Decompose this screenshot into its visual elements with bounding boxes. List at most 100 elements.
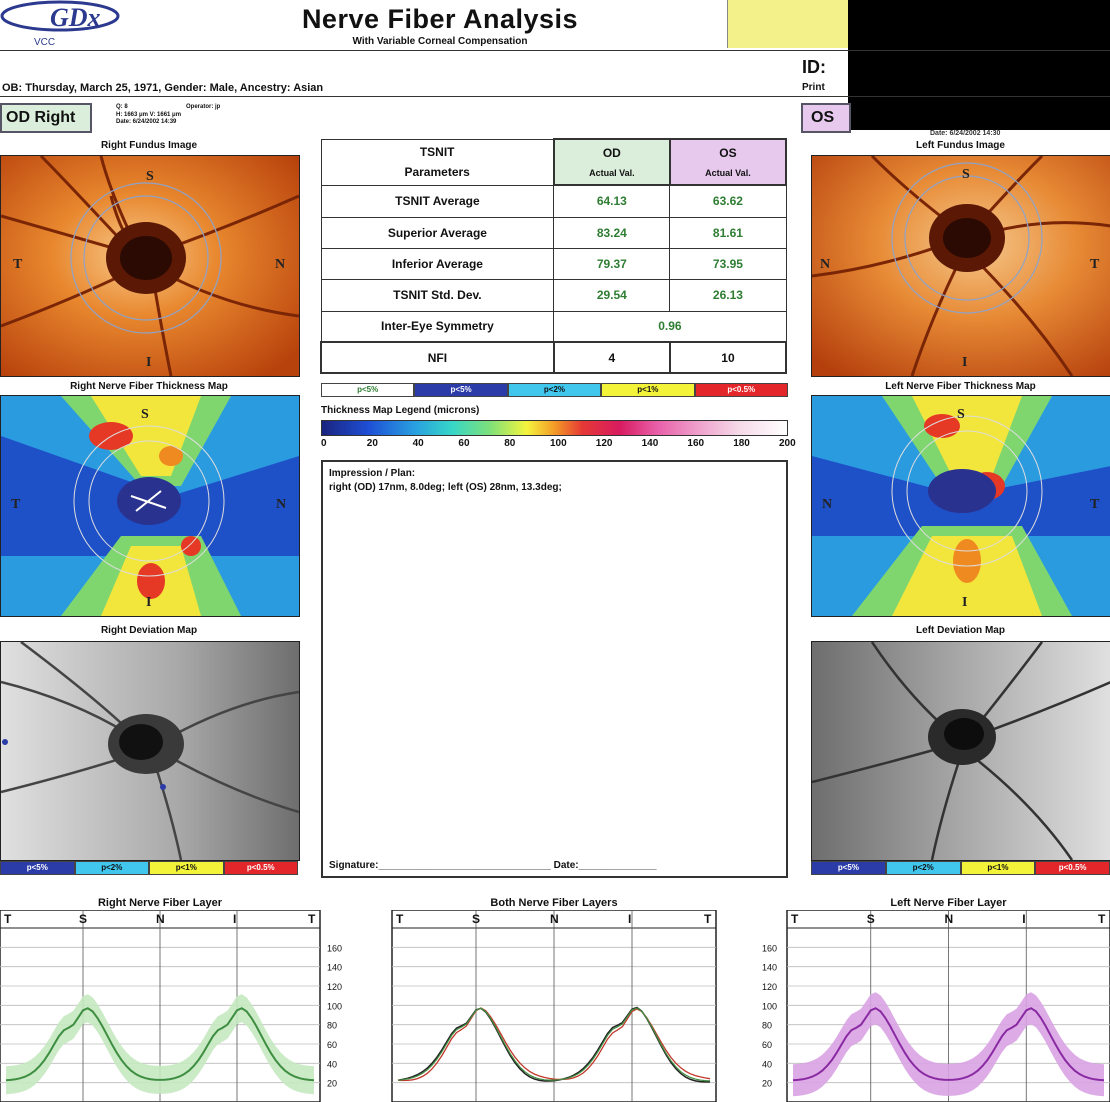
graph-y-tick: 140 [762,963,777,973]
p-legend-item: p<2% [507,383,602,397]
normal-range-band [793,992,1104,1097]
impression-text: right (OD) 17nm, 8.0deg; left (OS) 28nm,… [329,482,562,493]
right-thickness-map: S T N I [0,395,300,617]
nfi-label: NFI [320,341,555,374]
tsnit-parameters-table: TSNIT Parameters OD Actual Val. OS Actua… [320,138,788,374]
graph-y-tick: 80 [327,1021,337,1031]
impression-title: Impression / Plan: [329,468,416,479]
svg-text:S: S [146,169,154,184]
left-graph-title: Left Nerve Fiber Layer [890,897,1007,909]
p-legend-item: p<2% [74,861,149,875]
normal-range-band [6,994,314,1095]
table-row: TSNIT Std. Dev. 29.54 26.13 [320,278,787,312]
os-header: OS [719,146,737,160]
impression-plan-box[interactable]: Impression / Plan: right (OD) 17nm, 8.0d… [321,460,788,878]
header-divider [0,50,1110,51]
report-title: Nerve Fiber Analysis [301,4,579,34]
gdx-logo: GDx VCC [0,0,150,50]
graph-axis-label: T [704,912,712,926]
graph-y-tick: 160 [327,943,342,953]
id-label: ID: [802,57,826,77]
graph-y-tick: 40 [762,1059,772,1069]
graph-axis-label: T [308,912,316,926]
thickness-color-scale [321,420,788,436]
svg-text:N: N [276,497,286,512]
graph-axis-label: T [4,912,12,926]
svg-text:T: T [1090,257,1100,272]
nfi-od-value: 4 [552,341,671,374]
od-value: 64.13 [553,184,671,218]
svg-text:T: T [11,497,21,512]
od-value: 29.54 [553,278,671,312]
svg-text:S: S [957,407,965,422]
graph-y-tick: 160 [762,943,777,953]
patient-info: OB: Thursday, March 25, 1971, Gender: Ma… [2,82,324,94]
yellow-field [727,0,850,48]
right-graph-title: Right Nerve Fiber Layer [97,897,223,909]
left-deviation-map [811,641,1110,861]
graph-axis-label: N [550,912,559,926]
svg-text:N: N [822,497,832,512]
graph-y-tick: 60 [762,1040,772,1050]
logo-text: GDx [50,3,101,32]
thickness-tick: 160 [687,438,705,449]
od-date: Date: 6/24/2002 14:39 [116,119,177,125]
p-legend-item: p<1% [149,861,224,875]
graph-axis-label: I [628,912,631,926]
os-date-fragment: Date: 6/24/2002 14:30 [930,130,1001,137]
redaction-box [848,0,1110,130]
svg-text:T: T [13,257,23,272]
od-operator: Operator: jp [186,104,221,110]
os-tsnit-curve [792,1007,1105,1082]
params-header-line2: Parameters [404,165,470,179]
graph-y-tick: 120 [327,982,342,992]
row-label: Superior Average [320,216,555,249]
os-left-badge: OS [801,103,851,133]
row-label: TSNIT Std. Dev. [320,278,555,312]
od-dimensions: H: 1663 μm V: 1661 μm [116,111,182,118]
right-fundus-label: Right Fundus Image [100,140,198,151]
p-legend-item: p<5% [321,383,415,397]
table-row: Superior Average 83.24 81.61 [320,216,787,249]
graph-axis-label: N [945,912,954,926]
p-legend-item: p<0.5% [223,861,298,875]
graph-axis-label: I [233,912,236,926]
thickness-tick: 20 [366,438,378,449]
row-label: Inferior Average [320,247,555,280]
graph-axis-label: T [791,912,799,926]
od-header: OD [602,146,621,160]
od-right-badge: OD Right [0,103,92,133]
svg-text:N: N [275,257,285,272]
graph-y-tick: 140 [327,963,342,973]
left-deviation-label: Left Deviation Map [916,625,1005,636]
thickness-tick: 180 [733,438,750,449]
svg-text:I: I [962,355,967,370]
table-row: TSNIT Average 64.13 63.62 [320,184,787,218]
right-thickness-label: Right Nerve Fiber Thickness Map [70,381,228,392]
nerve-fiber-layer-graphs: T S N I T T S N I T T S N I T 160 140 120 100 80 60 40 20 160 14… [0,910,1110,1102]
right-deviation-map [0,641,300,861]
normal-curve [397,1007,711,1082]
nfi-os-value: 10 [668,341,788,374]
left-fundus-image: S N T I [811,155,1110,377]
svg-text:S: S [141,407,149,422]
signature-line: Signature:______________________________… [329,860,657,871]
thickness-tick: 200 [779,438,796,449]
p-legend-item: p<2% [885,861,961,875]
od-value: 83.24 [553,216,671,249]
svg-text:I: I [962,595,967,610]
left-thickness-map: S N T I [811,395,1110,617]
thickness-tick: 120 [595,438,613,449]
p-legend-item: p<0.5% [1035,861,1110,875]
graph-axis-label: I [1022,912,1025,926]
p-legend-item: p<5% [811,861,886,875]
os-value: 26.13 [669,278,787,312]
p-legend-item: p<5% [414,383,508,397]
symmetry-label: Inter-Eye Symmetry [320,310,555,343]
os-actual-val: Actual Val. [705,168,751,178]
graph-y-tick: 120 [762,982,777,992]
print-label: Print [802,82,825,93]
thickness-tick: 80 [504,438,516,449]
table-row: Inferior Average 79.37 73.95 [320,247,787,280]
os-value: 73.95 [669,247,787,280]
